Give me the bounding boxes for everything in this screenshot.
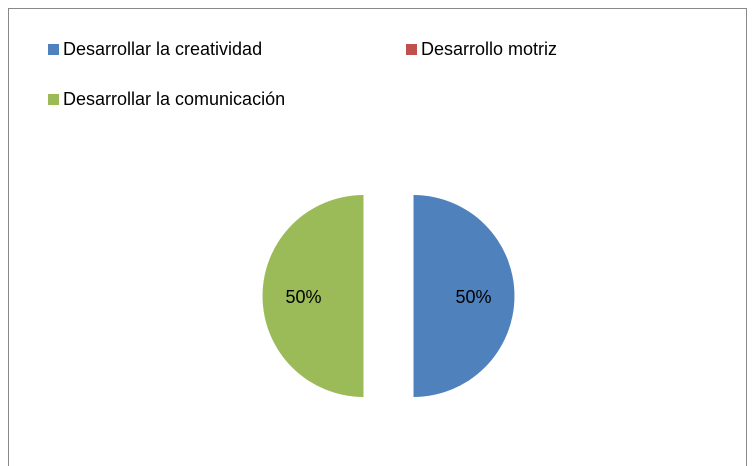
pie-slice — [262, 195, 364, 397]
legend-swatch — [48, 44, 59, 55]
pie-slice — [413, 195, 515, 397]
data-label: 50% — [285, 287, 321, 307]
chart-border — [8, 8, 747, 466]
legend-label: Desarrollo motriz — [421, 39, 557, 59]
legend-label: Desarrollar la comunicación — [63, 89, 285, 109]
data-label: 0% — [375, 464, 401, 466]
data-label: 50% — [455, 287, 491, 307]
legend-swatch — [48, 94, 59, 105]
legend-label: Desarrollar la creatividad — [63, 39, 262, 59]
legend-swatch — [406, 44, 417, 55]
